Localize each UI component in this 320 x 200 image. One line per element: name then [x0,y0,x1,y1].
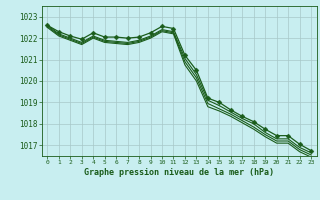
X-axis label: Graphe pression niveau de la mer (hPa): Graphe pression niveau de la mer (hPa) [84,168,274,177]
